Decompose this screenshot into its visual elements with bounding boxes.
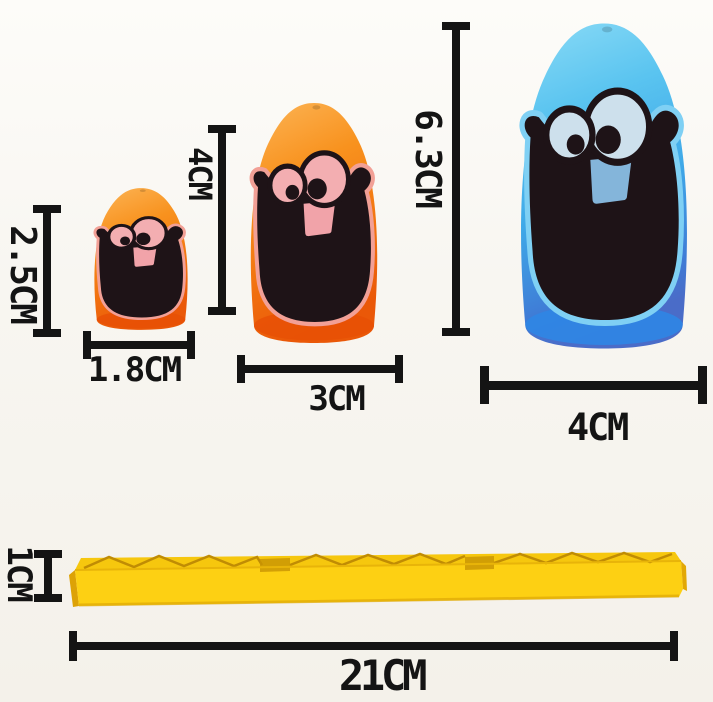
medium-toy-height-line xyxy=(208,125,236,315)
track-notch-1 xyxy=(260,558,290,572)
small-orange-toy xyxy=(93,188,188,330)
medium-toy-width-label: 3CM xyxy=(308,379,365,419)
large-blue-toy xyxy=(519,23,687,349)
track-height-label: 1CM xyxy=(0,545,39,601)
toy-face xyxy=(93,216,186,321)
left-eye xyxy=(543,105,596,165)
medium-toy-height-label: 4CM xyxy=(181,146,219,200)
right-pupil xyxy=(595,125,621,154)
left-eye xyxy=(267,163,308,208)
tooth xyxy=(590,156,632,204)
large-toy-width-label: 4CM xyxy=(566,406,629,449)
toy-top-dimple xyxy=(601,26,613,33)
right-pupil xyxy=(307,178,327,200)
track-length-label: 21CM xyxy=(338,651,428,700)
tooth xyxy=(303,201,335,237)
right-pupil xyxy=(136,232,151,246)
track-bottom-shadow xyxy=(78,594,680,607)
track-left-end xyxy=(69,570,79,607)
left-pupil xyxy=(285,184,300,200)
medium-toy-width-line xyxy=(237,355,403,383)
track-length-line xyxy=(69,631,678,661)
track-truss-section-1 xyxy=(83,554,264,570)
toy-top-dimple xyxy=(312,105,321,110)
toy-top-dimple xyxy=(139,189,146,193)
yellow-track-piece xyxy=(69,551,687,607)
track-truss-section-2 xyxy=(289,552,466,567)
track-height-line xyxy=(34,550,62,602)
large-toy-height-label: 6.3CM xyxy=(407,109,448,207)
track-right-end xyxy=(681,561,687,591)
large-toy-width-line xyxy=(480,366,707,404)
small-toy-height-label: 2.5CM xyxy=(2,225,43,323)
left-eye xyxy=(106,223,137,250)
toy-face xyxy=(249,150,375,327)
track-front-face xyxy=(75,561,683,606)
toy-face xyxy=(519,87,684,326)
small-toy-width-label: 1.8CM xyxy=(87,350,182,390)
track-front-top-edge xyxy=(74,560,682,571)
left-pupil xyxy=(566,134,585,155)
right-eye xyxy=(298,150,351,209)
small-toy-height-line xyxy=(33,205,61,337)
track-truss-section-3 xyxy=(493,551,673,565)
right-eye xyxy=(129,216,169,251)
large-toy-height-line xyxy=(442,22,470,336)
medium-orange-toy xyxy=(249,103,378,343)
right-eye xyxy=(583,87,653,166)
left-pupil xyxy=(120,236,131,246)
small-toy-width-line xyxy=(83,331,195,359)
tooth xyxy=(133,246,157,267)
